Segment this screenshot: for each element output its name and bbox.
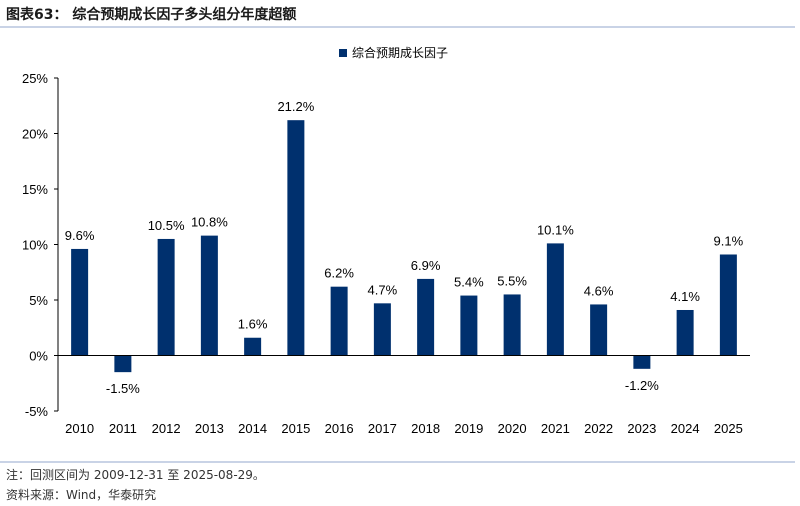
bar xyxy=(373,303,391,356)
x-tick-label: 2013 xyxy=(195,421,224,436)
data-label: 4.1% xyxy=(670,289,700,304)
figure-title: 图表63： 综合预期成长因子多头组分年度超额 xyxy=(6,7,297,23)
x-tick-label: 2010 xyxy=(65,421,94,436)
bar xyxy=(417,278,435,356)
bar xyxy=(114,355,132,373)
data-label: 1.6% xyxy=(238,317,268,332)
bar xyxy=(287,120,305,356)
data-label: 4.6% xyxy=(584,283,614,298)
bar-chart: 综合预期成长因子 -5% 0% 5% 10% 15% 20% 25% 9.6% -1.5% 10… xyxy=(22,45,750,436)
source-note: 资料来源：Wind，华泰研究 xyxy=(6,488,157,502)
x-tick-label: 2011 xyxy=(109,421,137,436)
data-label: -1.2% xyxy=(625,378,659,393)
y-tick-label: 5% xyxy=(29,293,48,308)
data-label: 5.5% xyxy=(497,273,527,288)
y-tick-label: 10% xyxy=(22,238,48,253)
data-label: 6.2% xyxy=(324,266,354,281)
x-tick-label: 2016 xyxy=(325,421,354,436)
data-label: 21.2% xyxy=(277,99,314,114)
x-tick-label: 2022 xyxy=(584,421,613,436)
y-tick-label: -5% xyxy=(25,404,49,419)
y-tick-label: 15% xyxy=(22,182,48,197)
legend-label: 综合预期成长因子 xyxy=(352,45,448,60)
chart-legend: 综合预期成长因子 xyxy=(339,45,448,60)
bar xyxy=(460,295,478,356)
y-axis: -5% 0% 5% 10% 15% 20% 25% xyxy=(22,71,59,419)
data-label: 10.1% xyxy=(537,222,574,237)
x-tick-label: 2018 xyxy=(411,421,440,436)
x-tick-label: 2017 xyxy=(368,421,397,436)
bar xyxy=(157,238,175,356)
x-tick-label: 2020 xyxy=(498,421,527,436)
bar xyxy=(590,304,608,356)
x-tick-label: 2019 xyxy=(454,421,483,436)
data-label: 10.5% xyxy=(148,218,185,233)
y-tick-label: 0% xyxy=(29,349,48,364)
bar xyxy=(503,294,521,356)
legend-swatch xyxy=(339,49,347,57)
top-divider xyxy=(0,26,795,28)
x-tick-label: 2024 xyxy=(671,421,700,436)
bar xyxy=(200,235,218,356)
x-tick-label: 2015 xyxy=(281,421,310,436)
y-tick-label: 20% xyxy=(22,127,48,142)
data-label: 4.7% xyxy=(368,282,398,297)
bar xyxy=(330,286,348,356)
x-tick-label: 2014 xyxy=(238,421,267,436)
data-label: 6.9% xyxy=(411,258,441,273)
bar xyxy=(633,355,651,369)
bar xyxy=(676,309,694,356)
bottom-divider xyxy=(0,461,795,463)
y-tick-label: 25% xyxy=(22,71,48,86)
backtest-note: 注：回测区间为 2009-12-31 至 2025-08-29。 xyxy=(6,468,265,482)
data-label: 9.1% xyxy=(714,233,744,248)
x-tick-label: 2012 xyxy=(152,421,181,436)
bar xyxy=(546,243,564,356)
x-tick-label: 2023 xyxy=(627,421,656,436)
x-tick-label: 2025 xyxy=(714,421,743,436)
bar xyxy=(719,254,737,356)
bars-group xyxy=(71,120,737,373)
data-label: -1.5% xyxy=(106,381,140,396)
data-labels-group: 9.6% -1.5% 10.5% 10.8% 1.6% 21.2% 6.2% 4.7% 6.9%… xyxy=(65,99,744,396)
x-axis: 2010 2011 2012 2013 2014 2015 2016 2017 2018 2019… xyxy=(58,355,750,436)
x-tick-label: 2021 xyxy=(541,421,570,436)
data-label: 9.6% xyxy=(65,228,95,243)
data-label: 10.8% xyxy=(191,215,228,230)
data-label: 5.4% xyxy=(454,275,484,290)
bar xyxy=(71,248,89,356)
bar xyxy=(244,337,262,356)
